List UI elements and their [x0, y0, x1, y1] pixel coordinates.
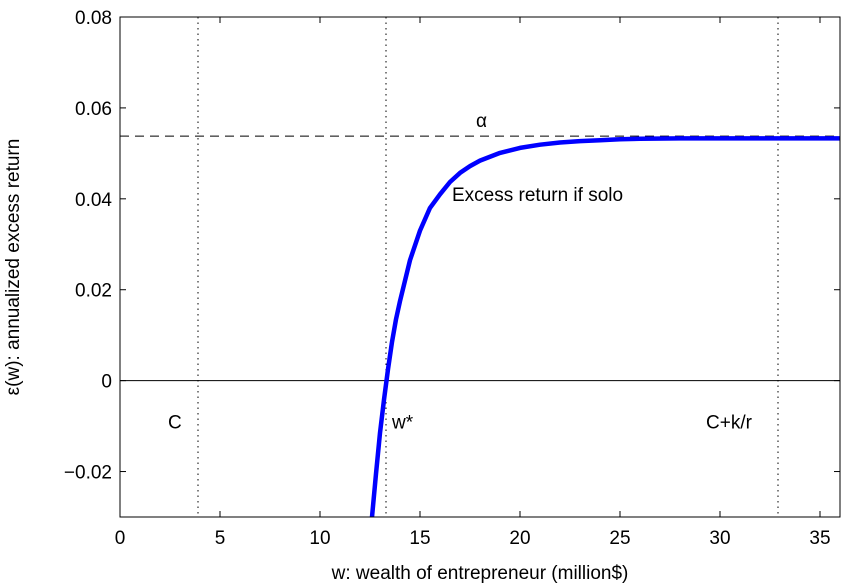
ticks: 0 5 10 15 20 25 30 35 −0.02 0 0.02 0.04 0.06 0.08	[64, 8, 840, 549]
x-tick-label: 10	[309, 528, 330, 549]
excess-return-curve	[369, 136, 840, 518]
x-axis-label: w: wealth of entrepreneur (million$)	[331, 563, 629, 584]
x-tick-label: 5	[215, 528, 226, 549]
y-tick-label: 0.04	[75, 190, 112, 211]
annotation-label: C	[168, 412, 182, 433]
y-tick-label: 0.06	[75, 99, 112, 120]
series-layer	[369, 136, 840, 518]
x-tick-label: 30	[709, 528, 730, 549]
y-tick-label: −0.02	[64, 463, 112, 484]
annotation-label: w*	[391, 412, 414, 433]
x-tick-label: 0	[115, 528, 126, 549]
annotation-label: α	[476, 111, 487, 132]
annotation-label: Excess return if solo	[452, 185, 623, 206]
annotations: Excess return if solo α C w* C+k/r	[168, 111, 753, 433]
x-tick-label: 35	[809, 528, 830, 549]
reference-lines	[120, 17, 840, 517]
y-tick-label: 0.08	[75, 8, 112, 29]
y-tick-label: 0	[101, 372, 112, 393]
annotation-label: C+k/r	[706, 412, 753, 433]
y-tick-label: 0.02	[75, 281, 112, 302]
y-axis-label: ε(w): annualized excess return	[3, 139, 24, 396]
x-tick-label: 15	[409, 528, 430, 549]
x-tick-label: 25	[609, 528, 630, 549]
x-tick-label: 20	[509, 528, 530, 549]
plot-area	[119, 16, 841, 518]
